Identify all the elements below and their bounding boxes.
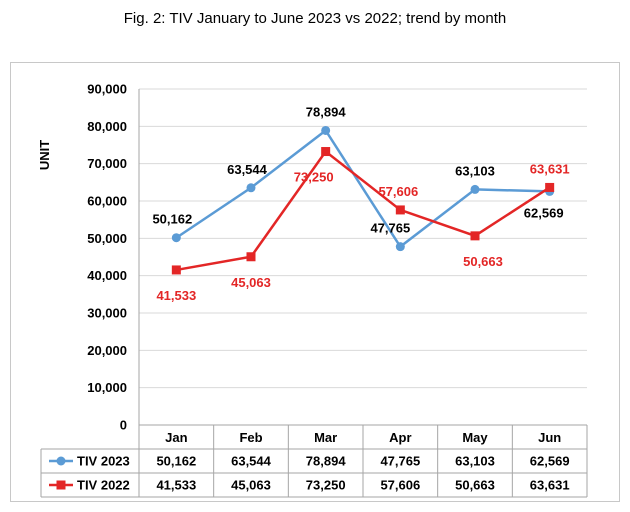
y-tick-label: 80,000 <box>87 119 127 134</box>
data-label: 63,103 <box>455 163 495 178</box>
table-cell: 63,544 <box>231 454 272 469</box>
data-label: 45,063 <box>231 275 271 290</box>
data-label: 63,631 <box>530 161 570 176</box>
data-label-layer: 50,162 63,544 78,894 47,765 63,103 62,569 41,5… <box>152 104 569 302</box>
data-label: 63,544 <box>227 162 268 177</box>
data-label: 50,663 <box>463 254 503 269</box>
table-cell: 63,631 <box>530 478 570 493</box>
point-tiv2022 <box>470 231 480 241</box>
tiv-line-chart: 0 10,000 20,000 30,000 40,000 50,000 60,000 70,… <box>37 82 588 498</box>
point-tiv2023 <box>246 183 256 193</box>
y-tick-label: 40,000 <box>87 268 127 283</box>
data-label: 41,533 <box>156 288 196 303</box>
table-cell: 50,663 <box>455 478 495 493</box>
x-tick-label: Apr <box>389 430 411 445</box>
y-tick-label: 10,000 <box>87 380 127 395</box>
figure-caption: Fig. 2: TIV January to June 2023 vs 2022… <box>123 10 507 27</box>
point-tiv2022 <box>395 205 405 215</box>
data-label: 50,162 <box>152 212 192 227</box>
y-tick-label: 60,000 <box>87 194 127 209</box>
x-tick-label: Feb <box>239 430 262 445</box>
table-cell: 62,569 <box>530 454 570 469</box>
chart-frame: 0 10,000 20,000 30,000 40,000 50,000 60,000 70,… <box>10 62 620 502</box>
table-cell: 57,606 <box>380 478 420 493</box>
data-label: 73,250 <box>294 170 334 185</box>
series-layer <box>171 125 555 275</box>
table-cell: 41,533 <box>156 478 196 493</box>
table-cell: 50,162 <box>156 454 196 469</box>
series-line <box>176 149 551 272</box>
data-table: Jan Feb Mar Apr May Jun TIV 2023 50,162 63,544 78… <box>40 424 588 498</box>
y-tick-label: 70,000 <box>87 156 127 171</box>
table-cell: 73,250 <box>306 478 346 493</box>
data-label: 47,765 <box>370 221 410 236</box>
legend-entry: TIV 2022 <box>77 478 130 493</box>
y-tick-label: 50,000 <box>87 231 127 246</box>
x-tick-label: Jan <box>165 430 187 445</box>
x-tick-label: Jun <box>538 430 561 445</box>
data-label: 78,894 <box>306 104 347 119</box>
table-cell: 47,765 <box>380 454 420 469</box>
point-tiv2022 <box>171 265 181 275</box>
data-label: 57,606 <box>378 184 418 199</box>
table-cell: 78,894 <box>306 454 347 469</box>
table-cell: 63,103 <box>455 454 495 469</box>
table-cell: 45,063 <box>231 478 271 493</box>
y-tick-label: 0 <box>120 418 127 433</box>
legend-marker <box>56 456 66 466</box>
point-tiv2023 <box>321 125 331 135</box>
x-tick-label: May <box>462 430 488 445</box>
point-tiv2023 <box>395 242 405 252</box>
point-tiv2022 <box>321 147 331 157</box>
data-label: 62,569 <box>524 205 564 220</box>
x-tick-label: Mar <box>314 430 337 445</box>
point-tiv2023 <box>470 184 480 194</box>
point-tiv2022 <box>545 182 555 192</box>
y-tick-label: 90,000 <box>87 82 127 97</box>
axis-layer: 0 10,000 20,000 30,000 40,000 50,000 60,000 70,… <box>87 82 140 433</box>
y-tick-label: 20,000 <box>87 343 127 358</box>
series-line <box>175 128 550 249</box>
point-tiv2022 <box>246 252 256 262</box>
y-tick-label: 30,000 <box>87 306 127 321</box>
y-axis-label: UNIT <box>37 140 52 170</box>
point-tiv2023 <box>171 233 181 243</box>
grid-layer <box>139 88 587 389</box>
legend-entry: TIV 2023 <box>77 454 130 469</box>
legend-marker <box>56 480 66 490</box>
